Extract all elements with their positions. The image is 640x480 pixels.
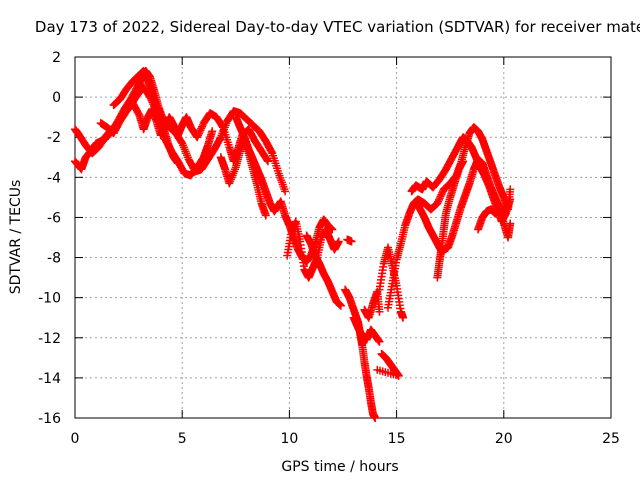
x-ticks: 0 5 10 15 20 25: [71, 57, 620, 447]
x-tick-label: 5: [178, 431, 187, 447]
data-point: [198, 122, 207, 131]
data-points: [71, 67, 515, 422]
plot-frame: [74, 56, 612, 419]
data-point: [434, 195, 443, 204]
y-tick-label: -4: [47, 170, 61, 186]
x-tick-label: 10: [280, 431, 298, 447]
y-tick-label: -14: [38, 371, 61, 387]
data-point: [437, 190, 446, 199]
data-point: [435, 194, 444, 203]
data-point: [208, 127, 217, 136]
data-point: [375, 307, 384, 316]
x-tick-label: 25: [602, 431, 620, 447]
y-tick-label: 2: [52, 50, 61, 66]
data-point: [195, 127, 204, 136]
data-point: [173, 159, 182, 168]
data-point: [506, 185, 515, 194]
data-point: [459, 157, 468, 166]
data-point: [263, 157, 272, 166]
data-point: [375, 337, 384, 346]
data-point: [194, 129, 203, 138]
data-point: [267, 147, 276, 156]
y-tick-label: -6: [47, 210, 61, 226]
data-point: [263, 156, 272, 165]
data-point: [215, 134, 224, 143]
y-tick-label: -12: [38, 331, 61, 347]
x-tick-label: 20: [495, 431, 513, 447]
data-point: [373, 365, 382, 374]
data-point: [433, 199, 442, 208]
data-point: [336, 301, 345, 310]
y-tick-label: 0: [52, 90, 61, 106]
data-point: [506, 219, 515, 228]
data-point: [399, 313, 408, 322]
x-axis-label: GPS time / hours: [281, 459, 398, 475]
grid: [75, 57, 611, 418]
data-point: [334, 237, 343, 246]
y-tick-label: -16: [38, 411, 61, 427]
data-point: [347, 237, 356, 246]
data-point: [281, 187, 290, 196]
data-point: [371, 414, 380, 422]
y-axis-label: SDTVAR / TECUs: [8, 180, 24, 295]
y-ticks: 2 0 -2 -4 -6 -8 -10 -12 -14 -16: [38, 50, 611, 427]
data-point: [261, 211, 270, 220]
data-point: [506, 195, 515, 204]
data-point: [504, 201, 513, 210]
data-point: [434, 197, 443, 206]
data-point: [196, 126, 205, 135]
x-tick-label: 0: [71, 431, 80, 447]
data-point: [438, 188, 447, 197]
data-point: [197, 124, 206, 133]
chart-title: Day 173 of 2022, Sidereal Day-to-day VTE…: [35, 18, 640, 36]
y-tick-label: -10: [38, 291, 61, 307]
y-tick-label: -8: [47, 251, 61, 267]
x-tick-label: 15: [388, 431, 406, 447]
data-point: [193, 133, 202, 142]
data-point: [194, 131, 203, 140]
data-point: [436, 192, 445, 201]
data-point: [218, 121, 227, 130]
y-tick-label: -2: [47, 130, 61, 146]
